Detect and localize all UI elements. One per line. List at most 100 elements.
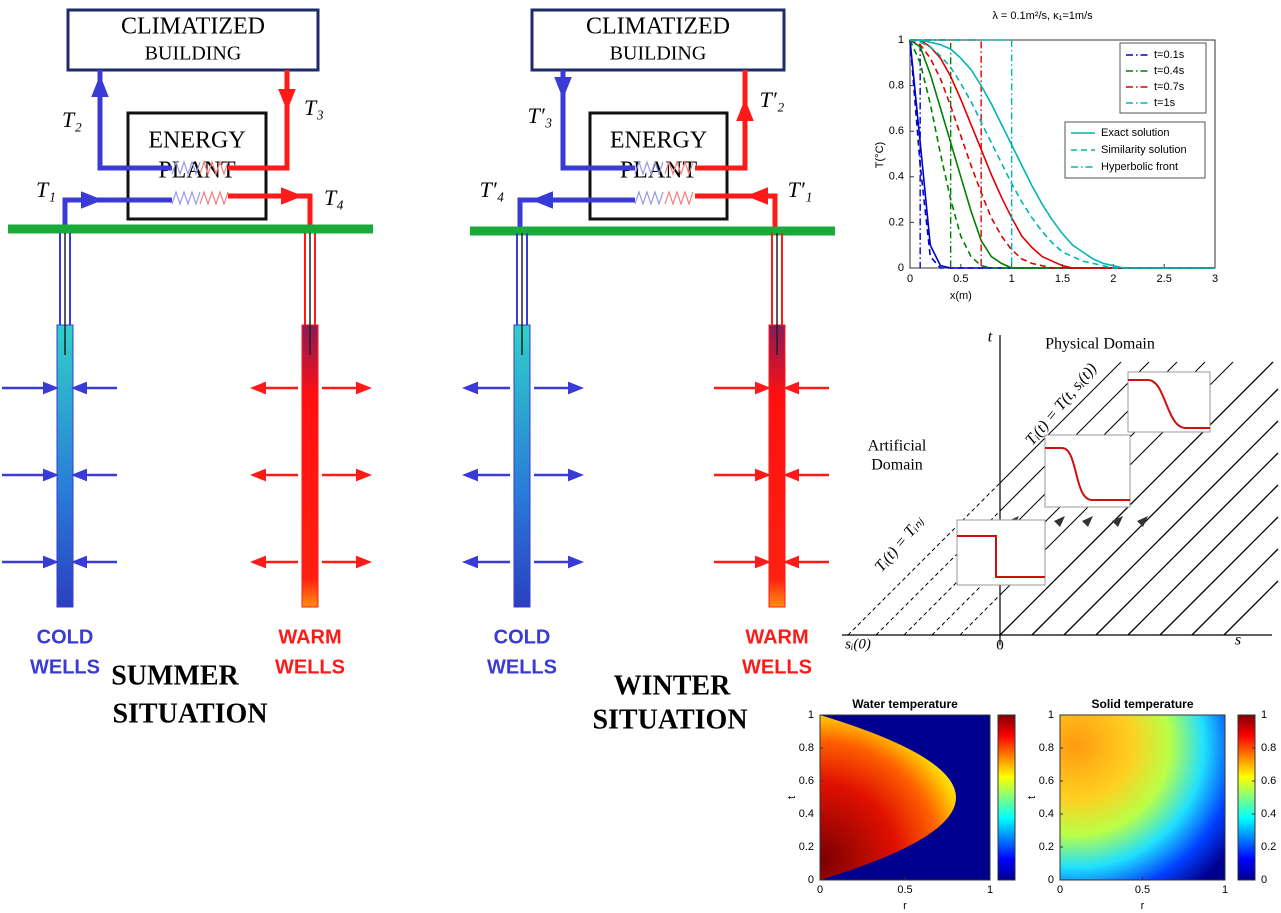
legend-label: t=0.7s — [1154, 81, 1185, 93]
y-tick-label: 1 — [898, 34, 904, 46]
colorbar-tick-label: 0.6 — [1261, 775, 1276, 787]
arrow-head — [356, 469, 372, 482]
domain-label: Physical Domain — [1045, 336, 1155, 353]
legend-label: Similarity solution — [1101, 144, 1187, 156]
domain-label: Domain — [871, 457, 923, 474]
temperature-label: T′₂ — [760, 87, 785, 112]
y-tick-label: 0.8 — [889, 80, 904, 92]
colorbar-tick-label: 1 — [1261, 709, 1267, 721]
s-axis-label: s — [1235, 632, 1241, 649]
temperature-label: T′₁ — [788, 177, 813, 202]
x-tick-label: 2 — [1110, 273, 1116, 285]
x-tick-label: 1 — [1009, 273, 1015, 285]
temperature-label: T′₃ — [528, 103, 553, 128]
x-tick-label: 0.5 — [897, 884, 912, 896]
y-tick-label: 0.2 — [1039, 841, 1054, 853]
arrow-head — [746, 187, 768, 205]
characteristic-line — [1192, 549, 1278, 635]
legend-label: Exact solution — [1101, 127, 1169, 139]
arrow-head — [531, 191, 553, 209]
x-tick-label: 2.5 — [1157, 273, 1172, 285]
plant-label: ENERGY — [610, 128, 707, 154]
injection-condition: Tᵢ(t) = Tᵢₙⱼ — [872, 513, 928, 575]
x-tick-label: 1.5 — [1055, 273, 1070, 285]
arrow-head — [568, 556, 584, 569]
y-tick-label: 0.8 — [1039, 742, 1054, 754]
chart-title: Water temperature — [852, 697, 958, 711]
characteristic-line — [1128, 485, 1278, 635]
arrow-head — [462, 382, 478, 395]
x-tick-label: 0 — [907, 273, 913, 285]
arrow-head — [356, 556, 372, 569]
arrow-head — [568, 382, 584, 395]
content: CLIMATIZED BUILDING ENERGY PLANT T₂ T₃ T₁ T₄ COL… — [2, 10, 1278, 912]
building-label: BUILDING — [145, 43, 242, 65]
cold-wells-label: WELLS — [487, 656, 557, 678]
building-label: CLIMATIZED — [586, 14, 730, 40]
warm-wells-label: WARM — [745, 626, 808, 648]
x-axis-label: r — [1141, 900, 1145, 912]
profile-inset — [1045, 435, 1130, 507]
arrow-head — [250, 469, 266, 482]
t-axis-label: t — [988, 329, 993, 346]
legend-label: t=0.1s — [1154, 49, 1185, 61]
y-axis-label: t — [786, 796, 798, 799]
y-axis-label: t — [1026, 796, 1038, 799]
characteristic-line — [1160, 517, 1278, 635]
arrow-head — [462, 469, 478, 482]
arrow-head — [250, 556, 266, 569]
situation-title: WINTER — [614, 670, 731, 701]
arrow-head — [462, 556, 478, 569]
y-tick-label: 0.8 — [799, 742, 814, 754]
well-column — [302, 325, 318, 607]
colorbar-tick-label: 0.4 — [1261, 808, 1276, 820]
plant-label: PLANT — [620, 158, 698, 184]
y-tick-label: 0.6 — [799, 775, 814, 787]
arrow-head — [1054, 516, 1065, 527]
y-tick-label: 0 — [1048, 874, 1054, 886]
arrow-head — [278, 89, 296, 111]
arrow-head — [281, 187, 303, 205]
y-axis-label: T(°C) — [874, 142, 886, 168]
domain-label: Artificial — [868, 438, 927, 455]
chart-title: λ = 0.1m²/s, κ₁=1m/s — [992, 10, 1093, 22]
y-tick-label: 0.6 — [1039, 775, 1054, 787]
colorbar-tick-label: 0 — [1261, 874, 1267, 886]
well-column — [57, 325, 73, 607]
x-tick-label: 1 — [987, 884, 993, 896]
x-tick-label: 1 — [1222, 884, 1228, 896]
warm-wells-label: WELLS — [742, 656, 812, 678]
temperature-label: T₁ — [36, 177, 56, 202]
y-tick-label: 0 — [808, 874, 814, 886]
building-label: BUILDING — [610, 43, 707, 65]
legend-label: t=0.4s — [1154, 65, 1185, 77]
x-tick-label: 3 — [1212, 273, 1218, 285]
situation-title: SITUATION — [112, 698, 267, 729]
situation-title: SUMMER — [111, 660, 239, 691]
chart-title: Solid temperature — [1091, 697, 1193, 711]
arrow-head — [568, 469, 584, 482]
arrow-head — [1082, 516, 1093, 527]
x-tick-label: 0 — [1057, 884, 1063, 896]
warm-wells-label: WELLS — [275, 656, 345, 678]
y-tick-label: 0.2 — [799, 841, 814, 853]
cold-wells-label: WELLS — [30, 656, 100, 678]
colorbar-tick-label: 0.2 — [1261, 841, 1276, 853]
well-column — [514, 325, 530, 607]
arrow-head — [554, 77, 572, 99]
warm-wells-label: WARM — [278, 626, 341, 648]
y-tick-label: 0.4 — [799, 808, 814, 820]
colorbar — [998, 715, 1015, 880]
temperature-label: T₂ — [62, 107, 82, 132]
legend-label: t=1s — [1154, 97, 1176, 109]
temperature-label: T₄ — [324, 185, 344, 210]
origin-label: 0 — [996, 637, 1004, 653]
y-tick-label: 0.4 — [1039, 808, 1054, 820]
y-tick-label: 0.2 — [889, 216, 904, 228]
arrow-head — [81, 191, 103, 209]
well-column — [769, 325, 785, 607]
characteristic-line — [960, 595, 1000, 635]
cold-wells-label: COLD — [37, 626, 94, 648]
heatmap-field — [1060, 715, 1225, 880]
temperature-label: T₃ — [304, 95, 324, 120]
